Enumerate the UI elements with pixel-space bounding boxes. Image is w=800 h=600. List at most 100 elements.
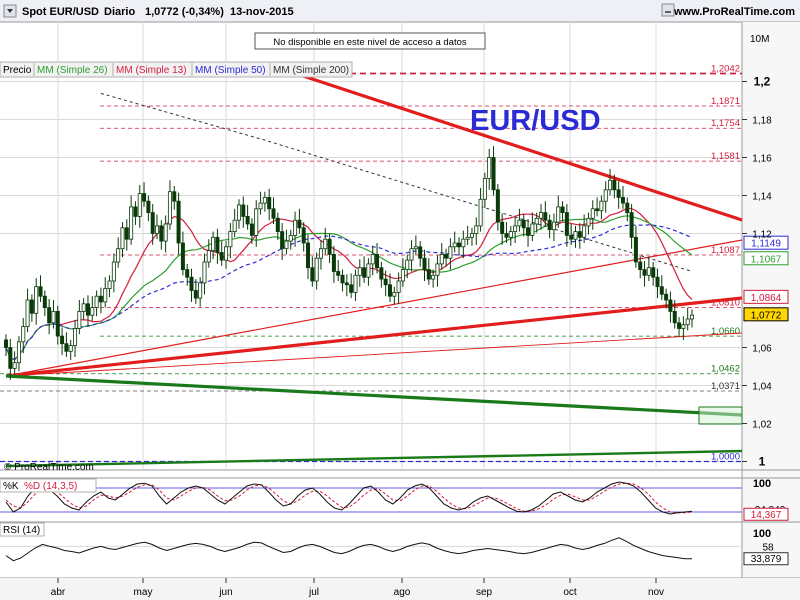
candle-body — [193, 290, 198, 299]
legend-ma26[interactable]: MM (Simple 26) — [37, 65, 108, 76]
candle-body — [293, 219, 298, 236]
candle-body — [444, 253, 449, 259]
y-tick-label: 1,16 — [752, 154, 772, 165]
candle-body — [4, 339, 9, 348]
candle-body — [366, 263, 371, 278]
candle-body — [73, 328, 78, 347]
candle-body — [569, 234, 574, 240]
candle-body — [42, 295, 47, 309]
candle-body — [461, 238, 466, 248]
y-tick-label: 1,04 — [752, 382, 772, 393]
candle-body — [620, 196, 625, 204]
candle-body — [280, 231, 285, 250]
level-label: 1,1087 — [711, 245, 740, 256]
candle-body — [392, 291, 397, 297]
candle-body — [189, 276, 194, 291]
candle-body — [55, 310, 60, 337]
candle-body — [370, 253, 375, 265]
candle-body — [68, 345, 73, 352]
candle-body — [474, 225, 479, 234]
candle-body — [94, 295, 99, 309]
candle-body — [224, 246, 229, 261]
candle-body — [176, 200, 181, 244]
candle-body — [202, 261, 207, 284]
rsi-tick-100: 100 — [753, 528, 771, 540]
candle-body — [262, 196, 267, 204]
candle-body — [426, 269, 431, 280]
candle-body — [21, 326, 26, 343]
price-tag-label: 1,0772 — [751, 310, 782, 321]
rsi-line — [5, 537, 692, 562]
period-label: Diario — [104, 6, 135, 18]
trendline — [5, 239, 743, 377]
rsi-label-box: RSI (14) — [0, 522, 45, 537]
price-tag-label: 1,1067 — [751, 254, 782, 265]
legend-price[interactable]: Precio — [3, 65, 32, 76]
candle-body — [487, 157, 492, 179]
candle-body — [150, 212, 155, 234]
candle-body — [340, 274, 345, 284]
candle-body — [180, 242, 185, 271]
trendline — [5, 296, 743, 378]
candle-body — [577, 231, 582, 238]
candle-body — [526, 227, 531, 236]
candle-body — [409, 248, 414, 261]
candle-body — [155, 225, 160, 234]
candle-body — [167, 191, 172, 225]
price-tags: 1,1149 1,1067 1,0864 1,0772 — [743, 235, 789, 322]
candle-body — [504, 233, 509, 238]
candle-body — [538, 212, 543, 219]
level-label: 1,1581 — [711, 151, 740, 162]
candle-body — [629, 212, 634, 238]
y-tick-label: 1,06 — [752, 344, 772, 355]
volume-axis-label: 10M — [750, 34, 769, 45]
candle-body — [435, 263, 440, 276]
candle-body — [599, 200, 604, 212]
candle-body — [336, 271, 341, 276]
candle-body — [431, 274, 436, 280]
candle-body — [590, 208, 595, 219]
rsi-value: 33,879 — [751, 554, 782, 565]
candle-body — [457, 242, 462, 248]
candle-body — [690, 314, 695, 320]
candle-body — [172, 191, 177, 202]
stoch-d-tag — [743, 507, 789, 521]
x-tick-label: sep — [476, 587, 493, 598]
candle-body — [362, 267, 367, 278]
candle-body — [211, 236, 216, 252]
stoch-d-value: 14,367 — [751, 510, 782, 521]
candle-body — [137, 193, 142, 217]
candle-body — [310, 267, 315, 282]
rsi-value-tag — [743, 552, 789, 566]
candle-body — [245, 215, 250, 225]
candle-body — [482, 177, 487, 200]
symbol-title: Spot EUR/USD — [22, 6, 99, 18]
date-axis-panel — [0, 578, 800, 600]
candle-body — [521, 219, 526, 229]
candle-body — [241, 204, 246, 217]
x-tick-label: ago — [394, 587, 411, 598]
candle-body — [556, 206, 561, 223]
candle-body — [534, 217, 539, 225]
candle-body — [586, 217, 591, 227]
candle-body — [400, 269, 405, 282]
x-tick-label: nov — [648, 587, 664, 598]
x-tick-label: abr — [51, 587, 66, 598]
candle-body — [638, 261, 643, 270]
candle-body — [306, 242, 311, 269]
candle-body — [318, 248, 323, 259]
legend-ma13[interactable]: MM (Simple 13) — [116, 65, 187, 76]
candle-body — [612, 179, 617, 191]
menu-icon[interactable] — [3, 4, 17, 18]
legend-ma200[interactable]: MM (Simple 200) — [273, 65, 349, 76]
price-candles — [4, 146, 695, 380]
minimize-icon[interactable] — [661, 3, 675, 17]
candle-body — [413, 246, 418, 250]
moving-average-ma26 — [5, 215, 693, 361]
candle-body — [258, 202, 263, 210]
legend-ma50[interactable]: MM (Simple 50) — [195, 65, 266, 76]
candle-body — [595, 208, 600, 212]
candle-body — [323, 238, 328, 250]
rsi-tick-58: 58 — [762, 542, 774, 553]
